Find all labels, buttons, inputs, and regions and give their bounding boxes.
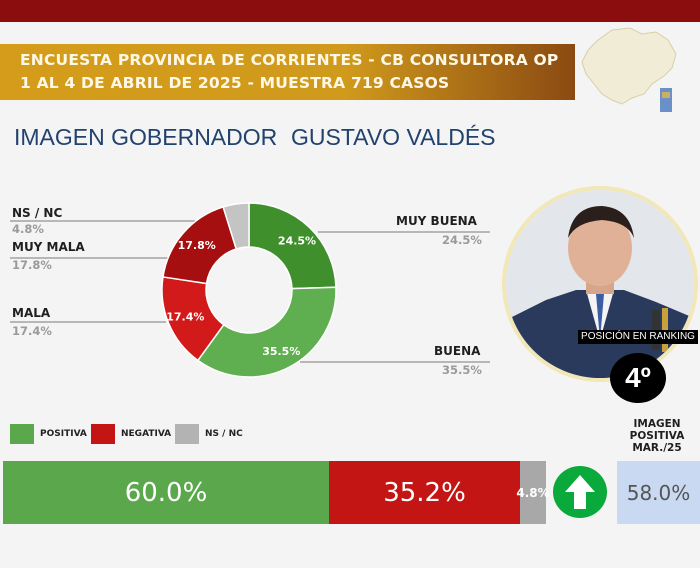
ranking-label: POSICIÓN EN RANKING	[578, 330, 698, 344]
label-muy-mala-value: 17.8%	[12, 258, 52, 272]
subtitle-name: GUSTAVO VALDÉS	[291, 124, 496, 150]
header-line-2: 1 AL 4 DE ABRIL DE 2025 - MUESTRA 719 CA…	[20, 74, 450, 92]
donut-slice	[162, 205, 238, 285]
legend-swatch-nsnc	[175, 424, 199, 444]
label-nsnc-value: 4.8%	[12, 222, 44, 236]
slice-value-label: 35.5%	[262, 345, 300, 358]
label-muy-buena-value: 24.5%	[442, 233, 482, 247]
donut-slice	[196, 286, 337, 378]
slice-value-label: 17.8%	[178, 239, 216, 252]
legend-swatch-negativa	[91, 424, 115, 444]
label-buena: BUENA	[434, 344, 481, 358]
label-muy-buena: MUY BUENA	[396, 214, 477, 228]
donut-slice	[161, 276, 225, 362]
legend-negativa: NEGATIVA	[91, 424, 171, 444]
legend-label-negativa: NEGATIVA	[121, 429, 172, 439]
up-arrow-icon	[553, 466, 607, 518]
header-banner: ENCUESTA PROVINCIA DE CORRIENTES - CB CO…	[0, 44, 575, 100]
label-muy-mala: MUY MALA	[12, 240, 85, 254]
governor-photo-frame	[502, 186, 698, 382]
previous-value: 58.0%	[617, 461, 700, 524]
legend-nsnc: NS / NC	[175, 424, 243, 444]
subtitle-imagen: IMAGEN GOBERNADOR	[14, 124, 278, 150]
header-line-1: ENCUESTA PROVINCIA DE CORRIENTES - CB CO…	[20, 51, 559, 69]
governor-photo	[506, 190, 694, 378]
legend-label-nsnc: NS / NC	[205, 429, 243, 439]
label-mala-value: 17.4%	[12, 324, 52, 338]
top-bar	[0, 0, 700, 22]
province-map-icon	[581, 27, 677, 112]
label-nsnc: NS / NC	[12, 206, 63, 220]
label-buena-value: 35.5%	[442, 363, 482, 377]
bar-segment: 35.2%	[329, 461, 520, 524]
slice-value-label: 17.4%	[166, 311, 204, 324]
bar-segment: 4.8%	[516, 461, 550, 524]
donut-slice	[222, 202, 250, 250]
ranking-badge: 4º	[610, 353, 666, 403]
label-mala: MALA	[12, 306, 51, 320]
bar-segment: 60.0%	[3, 461, 329, 524]
legend-label-positiva: POSITIVA	[40, 429, 87, 439]
legend-swatch-positiva	[10, 424, 34, 444]
previous-title: IMAGEN POSITIVA MAR./25	[629, 418, 685, 454]
slice-value-label: 24.5%	[278, 234, 316, 247]
donut-slice	[248, 202, 337, 290]
legend-positiva: POSITIVA	[10, 424, 87, 444]
